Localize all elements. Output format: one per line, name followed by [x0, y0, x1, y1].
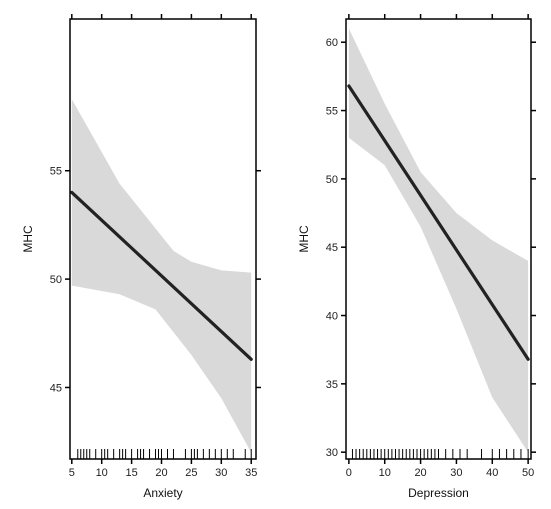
tick-layer: 5 10 15 20 25 30 35 45 50 55: [50, 14, 261, 479]
frame-layer: [69, 18, 257, 460]
frame-layer: [345, 18, 532, 460]
x-tick-label: 20: [414, 467, 426, 479]
x-axis-title: Depression: [408, 486, 469, 500]
rug-layer: [77, 449, 252, 459]
fit-layer: [70, 190, 253, 361]
y-tick-label: 60: [326, 37, 338, 49]
fit-line: [347, 84, 530, 361]
x-tick-label: 30: [450, 467, 462, 479]
plot-frame: [345, 18, 532, 460]
panel-anxiety: 5 10 15 20 25 30 35 45 50 55 Anxiety MHC: [21, 14, 261, 500]
x-tick-label: 5: [69, 467, 75, 479]
y-axis-title: MHC: [297, 225, 311, 253]
x-tick-label: 35: [245, 467, 257, 479]
x-tick-label: 40: [486, 467, 498, 479]
fit-layer: [347, 84, 530, 361]
y-axis-title: MHC: [21, 225, 35, 253]
x-tick-label: 25: [185, 467, 197, 479]
x-tick-label: 0: [346, 467, 352, 479]
y-tick-label: 50: [50, 274, 62, 286]
y-tick-label: 45: [326, 242, 338, 254]
y-tick-label: 55: [326, 106, 338, 118]
x-tick-label: 20: [155, 467, 167, 479]
y-tick-label: 30: [326, 447, 338, 459]
rug-layer: [351, 449, 529, 459]
band-layer: [348, 28, 529, 453]
y-tick-label: 45: [50, 382, 62, 394]
plot-frame: [69, 18, 257, 460]
panel-depression: 0 10 20 30 40 50 30 35 40 45 50 55 60 Depression MHC: [297, 14, 536, 500]
y-tick-label: 50: [326, 174, 338, 186]
x-tick-label: 50: [522, 467, 534, 479]
tick-layer: 0 10 20 30 40 50 30 35 40 45 50 55 60: [326, 14, 536, 479]
x-tick-label: 15: [125, 467, 137, 479]
y-tick-label: 55: [50, 166, 62, 178]
y-tick-label: 35: [326, 379, 338, 391]
confidence-band: [348, 28, 529, 453]
y-tick-label: 40: [326, 311, 338, 323]
x-tick-label: 30: [215, 467, 227, 479]
x-axis-title: Anxiety: [143, 486, 182, 500]
x-tick-label: 10: [96, 467, 108, 479]
fit-line: [70, 190, 253, 361]
x-tick-label: 10: [379, 467, 391, 479]
